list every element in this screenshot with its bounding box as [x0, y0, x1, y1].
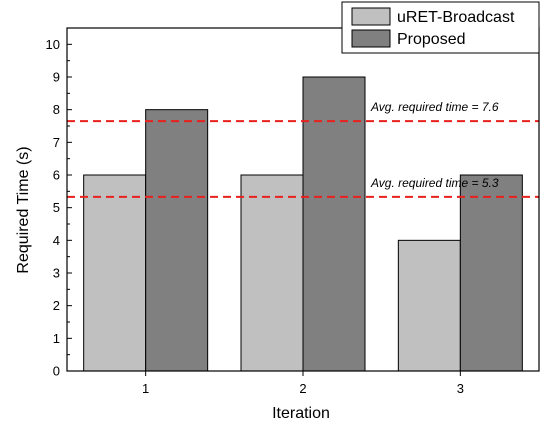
- y-tick-label-8: 8: [53, 102, 60, 117]
- bar-proposed-3: [459, 174, 523, 372]
- x-axis: 1 2 3: [142, 371, 464, 396]
- legend: uRET-Broadcast Proposed: [341, 1, 540, 54]
- bar-uret-broadcast-1: [83, 174, 147, 372]
- bars-group: [83, 76, 523, 372]
- reference-line-label-2: Avg. required time = 5.3: [370, 176, 499, 190]
- bar-proposed-1: [145, 109, 209, 372]
- bar-uret-broadcast-2: [240, 174, 304, 372]
- y-axis: 0 1 2 3 4 5 6 7 8 9 10: [46, 27, 72, 379]
- y-tick-label-10: 10: [46, 37, 60, 52]
- y-tick-label-9: 9: [53, 70, 60, 85]
- legend-swatch-uret-broadcast: [351, 7, 391, 26]
- x-tick-label-1: 1: [142, 381, 149, 396]
- y-tick-label-0: 0: [53, 364, 60, 379]
- y-tick-label-1: 1: [53, 331, 60, 346]
- legend-swatch-proposed: [351, 29, 391, 48]
- reference-lines-group: Avg. required time = 7.6 Avg. required ti…: [67, 100, 539, 198]
- bar-proposed-2: [302, 76, 366, 372]
- x-tick-label-2: 2: [299, 381, 306, 396]
- x-tick-label-3: 3: [457, 381, 464, 396]
- reference-line-label-1: Avg. required time = 7.6: [370, 100, 499, 114]
- y-tick-label-7: 7: [53, 135, 60, 150]
- x-axis-title: Iteration: [272, 405, 330, 422]
- bar-uret-broadcast-3: [397, 239, 461, 372]
- y-tick-label-3: 3: [53, 266, 60, 281]
- y-axis-title: Required Time (s): [15, 146, 32, 273]
- legend-label-uret-broadcast: uRET-Broadcast: [397, 9, 515, 26]
- y-tick-label-6: 6: [53, 168, 60, 183]
- y-tick-label-4: 4: [53, 233, 60, 248]
- legend-label-proposed: Proposed: [397, 31, 466, 48]
- y-tick-label-5: 5: [53, 200, 60, 215]
- y-tick-label-2: 2: [53, 298, 60, 313]
